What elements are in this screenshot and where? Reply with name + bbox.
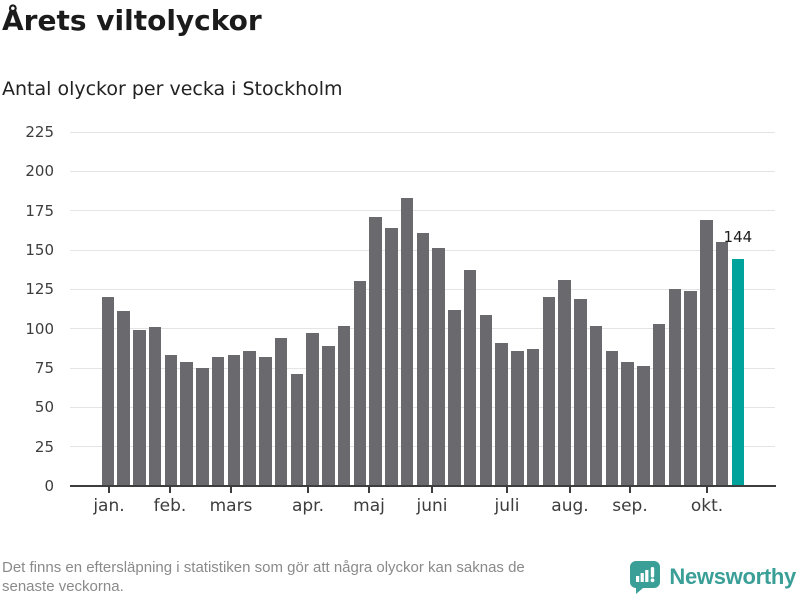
bar-week-1	[101, 297, 115, 486]
bar-week-14	[306, 333, 319, 486]
bar-week-28	[526, 349, 540, 486]
bar-week-15	[322, 345, 335, 486]
x-tick-mars	[230, 487, 232, 493]
x-axis-label-okt: okt.	[690, 496, 724, 516]
bar-week-40	[715, 242, 729, 486]
bar-week-22	[432, 248, 445, 486]
bar-week-26	[495, 342, 508, 486]
x-tick-juli	[506, 487, 508, 493]
gridline-225	[70, 131, 775, 133]
bar-week-35	[637, 366, 650, 486]
x-axis-label-sep: sep.	[612, 496, 648, 516]
bar-week-34	[621, 361, 634, 486]
y-tick-label-100: 100	[25, 319, 54, 338]
bar-week-39	[700, 220, 713, 486]
x-axis-line	[70, 485, 776, 487]
x-tick-sep	[629, 487, 631, 493]
newsworthy-wordmark: Newsworthy	[669, 564, 796, 589]
bar-week-9	[227, 355, 241, 486]
bar-week-2	[117, 311, 130, 486]
x-axis-label-juli: juli	[494, 496, 520, 516]
x-axis-label-maj: maj	[353, 496, 385, 516]
bar-week-31	[574, 298, 587, 486]
bar-week-19	[385, 227, 398, 486]
bar-week-13	[290, 374, 304, 486]
bar-week-33	[605, 350, 619, 486]
x-axis-label-aug: aug.	[551, 496, 589, 516]
bar-week-29	[542, 297, 556, 486]
bar-week-16	[337, 325, 351, 486]
bar-week-27	[511, 350, 524, 486]
bar-week-24	[463, 270, 477, 486]
x-tick-okt	[706, 487, 708, 493]
bar-week-5	[164, 355, 178, 486]
y-tick-label-75: 75	[34, 359, 54, 377]
bar-week-3	[133, 330, 146, 486]
chart-subtitle: Antal olyckor per vecka i Stockholm	[2, 78, 343, 100]
footnote: Det finns en eftersläpning i statistiken…	[2, 558, 632, 596]
bar-week-38	[684, 290, 697, 486]
x-axis-label-apr: apr.	[291, 496, 325, 516]
bar-week-4	[148, 327, 162, 486]
bar-week-37	[668, 289, 682, 486]
newsworthy-speech-bubble-barchart-icon	[630, 561, 661, 594]
y-tick-label-150: 150	[25, 241, 54, 259]
y-tick-label-50: 50	[34, 398, 54, 417]
bar-week-8	[211, 357, 225, 486]
x-tick-aug	[569, 487, 571, 493]
bar-week-12	[274, 338, 288, 486]
bar-week-23	[448, 309, 461, 486]
y-tick-label-225: 225	[25, 123, 54, 141]
footnote-line1: Det finns en eftersläpning i statistiken…	[2, 559, 525, 576]
bar-week-7	[196, 368, 209, 486]
x-tick-feb	[169, 487, 171, 493]
bar-chart-plot-area: 144	[70, 131, 775, 486]
y-tick-label-0: 0	[44, 477, 54, 495]
y-tick-label-125: 125	[25, 280, 54, 299]
bar-week-6	[180, 361, 193, 486]
newsworthy-logo: Newsworthy	[629, 560, 796, 594]
latest-value-label: 144	[723, 228, 753, 247]
x-axis-label-feb: feb.	[153, 496, 187, 516]
bar-week-10	[243, 350, 256, 486]
bar-week-36	[652, 323, 666, 486]
y-tick-label-175: 175	[25, 201, 54, 220]
bar-week-18	[369, 216, 382, 486]
bar-week-32	[589, 325, 603, 486]
bar-week-25	[479, 314, 493, 486]
x-axis-label-mars: mars	[209, 496, 253, 516]
bar-week-30	[558, 279, 571, 486]
bar-week-11	[259, 357, 272, 486]
footnote-line2: senaste veckorna.	[2, 578, 124, 595]
bar-week-21	[416, 232, 430, 486]
x-axis-label-jan: jan.	[93, 496, 125, 516]
bar-current-week-highlighted	[731, 259, 745, 486]
x-axis-label-juni: juni	[416, 496, 448, 516]
gridline-175	[70, 210, 775, 212]
x-tick-apr	[307, 487, 309, 493]
y-tick-label-25: 25	[34, 437, 54, 456]
chart-title: Årets viltolyckor	[2, 4, 262, 37]
x-tick-jan	[108, 487, 110, 493]
y-tick-label-200: 200	[25, 162, 54, 181]
x-tick-maj	[368, 487, 370, 493]
gridline-200	[70, 170, 775, 172]
x-tick-juni	[431, 487, 433, 493]
bar-week-17	[353, 281, 367, 486]
bar-week-20	[400, 198, 414, 486]
